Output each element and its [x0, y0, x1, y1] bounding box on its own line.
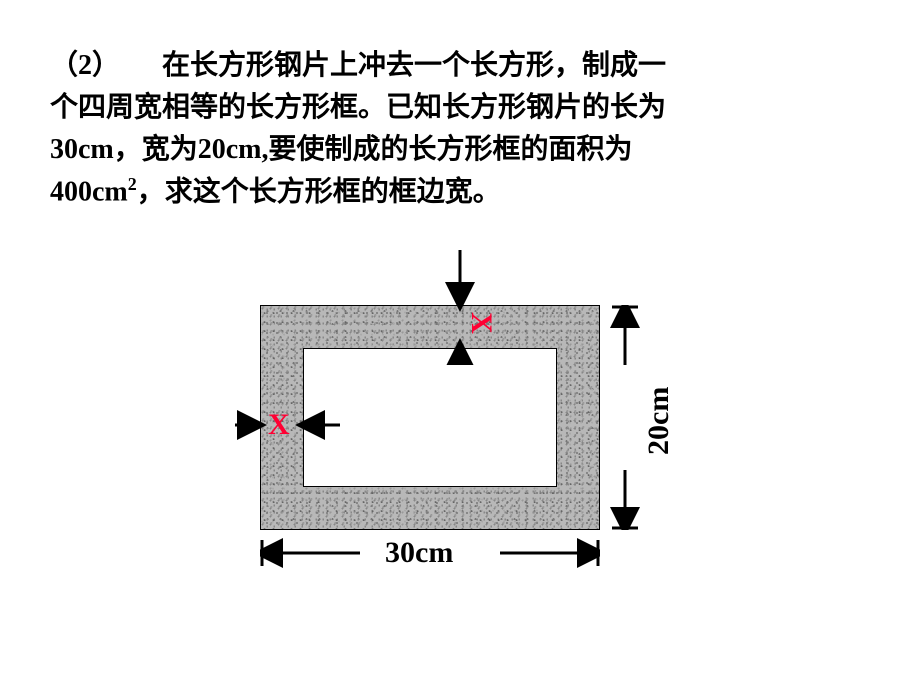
text1: 在长方形钢片上冲去一个长方形，制成一	[106, 50, 666, 81]
x-label-left: X	[268, 408, 290, 442]
right-dimension-arrows	[610, 305, 640, 530]
diagram-container: X X 30cm 20cm	[245, 260, 725, 620]
left-x-arrows	[230, 405, 360, 445]
text4sup: 2	[128, 174, 137, 194]
text4end: ，求这个长方形框的框边宽。	[137, 176, 501, 207]
text4: 400cm	[50, 176, 128, 207]
height-label: 20cm	[642, 387, 676, 455]
top-x-arrows	[440, 245, 480, 365]
width-label: 30cm	[385, 536, 453, 570]
text3: 30cm，宽为20cm,要使制成的长方形框的面积为	[50, 134, 633, 165]
problem-number: （2）	[50, 50, 106, 81]
text2: 个四周宽相等的长方形框。已知长方形钢片的长为	[50, 92, 666, 123]
x-label-top: X	[464, 312, 498, 334]
problem-text: （2） 在长方形钢片上冲去一个长方形，制成一 个四周宽相等的长方形框。已知长方形…	[50, 45, 880, 213]
